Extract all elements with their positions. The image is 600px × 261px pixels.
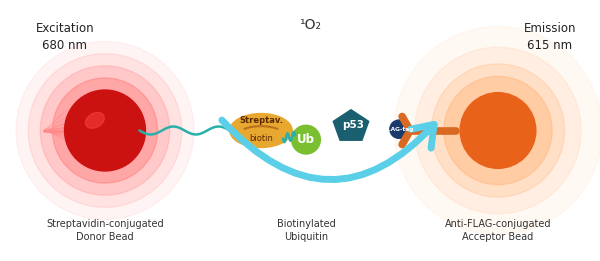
Ellipse shape — [40, 66, 170, 195]
Circle shape — [292, 125, 320, 154]
Circle shape — [65, 90, 145, 171]
FancyArrowPatch shape — [222, 120, 434, 180]
Text: FLAG-tag: FLAG-tag — [384, 127, 414, 132]
Ellipse shape — [415, 47, 581, 214]
Polygon shape — [333, 110, 369, 140]
Text: biotin: biotin — [249, 134, 273, 143]
Text: Streptav.: Streptav. — [239, 116, 283, 125]
Ellipse shape — [230, 114, 292, 147]
Text: Biotinylated
Ubiquitin: Biotinylated Ubiquitin — [277, 219, 335, 242]
Text: Ub: Ub — [297, 133, 315, 146]
Ellipse shape — [16, 41, 194, 220]
Ellipse shape — [28, 54, 182, 207]
Circle shape — [460, 93, 536, 168]
Circle shape — [390, 120, 408, 138]
Ellipse shape — [394, 26, 600, 235]
Ellipse shape — [85, 112, 104, 128]
Text: p53: p53 — [342, 120, 364, 129]
Text: Anti-FLAG-conjugated
Acceptor Bead: Anti-FLAG-conjugated Acceptor Bead — [445, 219, 551, 242]
Ellipse shape — [52, 78, 158, 183]
Text: ¹O₂: ¹O₂ — [299, 18, 321, 32]
Text: Streptavidin-conjugated
Donor Bead: Streptavidin-conjugated Donor Bead — [46, 219, 164, 242]
Text: Excitation
680 nm: Excitation 680 nm — [35, 22, 94, 52]
Ellipse shape — [431, 64, 565, 197]
Text: Emission
615 nm: Emission 615 nm — [524, 22, 576, 52]
Ellipse shape — [444, 76, 552, 185]
